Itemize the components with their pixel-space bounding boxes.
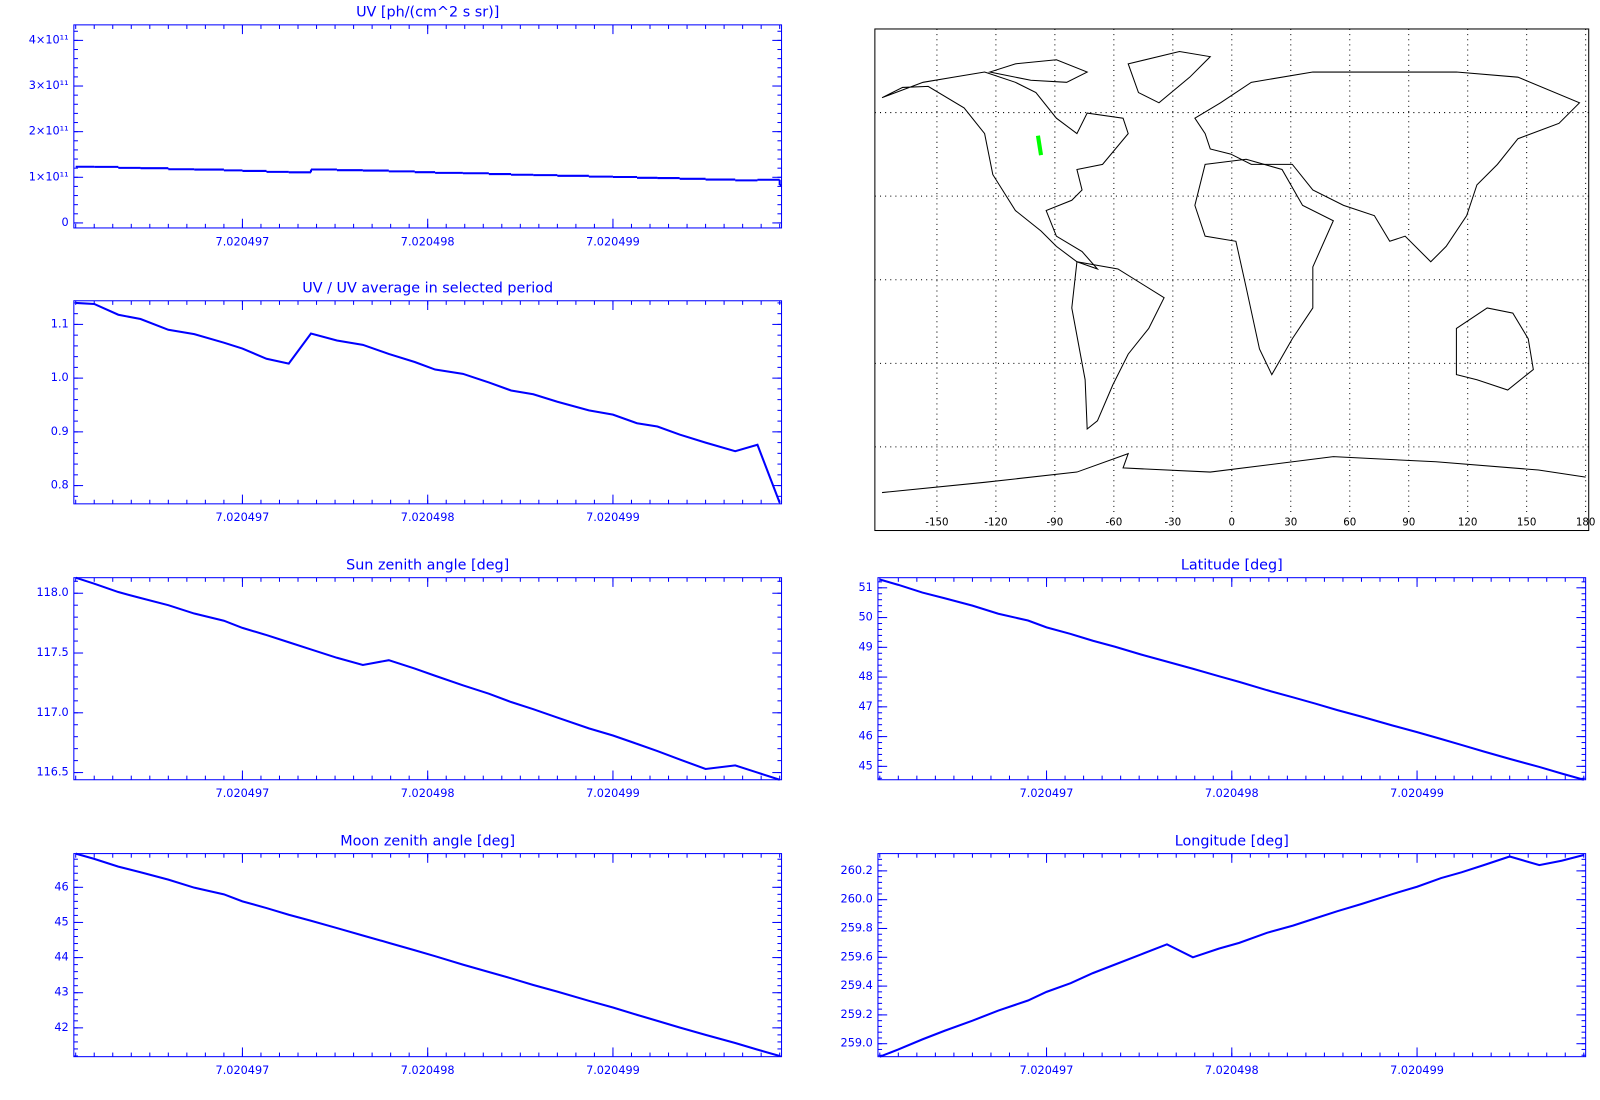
x-tick-label: 7.020499 (1390, 787, 1444, 800)
y-tick-label: 259.4 (841, 979, 873, 992)
africa (1194, 158, 1335, 376)
y-tick-label: 116.5 (36, 766, 68, 779)
y-tick-label: 1×10¹¹ (29, 170, 69, 183)
y-tick-label: 117.0 (36, 706, 68, 719)
y-tick-label: 47 (858, 700, 872, 713)
data-line (75, 852, 780, 1057)
satellite-track (1035, 135, 1044, 156)
data-line (75, 301, 781, 504)
y-tick-label: 46 (54, 880, 68, 893)
eurasia (1194, 71, 1581, 263)
y-tick-label: 117.5 (36, 646, 68, 659)
x-tick-label: 7.020499 (586, 1064, 640, 1077)
chart-title: UV [ph/(cm^2 s sr)] (356, 5, 499, 21)
map-lon-label: -30 (1164, 516, 1181, 528)
chart-title: UV / UV average in selected period (302, 280, 553, 296)
y-tick-label: 259.6 (841, 950, 873, 963)
y-tick-label: 0 (62, 216, 69, 229)
chart-title: Latitude [deg] (1181, 557, 1283, 573)
map-lon-label: 90 (1402, 516, 1415, 528)
y-tick-label: 45 (858, 759, 872, 772)
south-america (1071, 261, 1165, 431)
map-lon-label: 120 (1458, 516, 1478, 528)
x-tick-label: 7.020498 (401, 511, 455, 524)
plot-frame (877, 853, 1587, 1058)
map-lon-label: -90 (1046, 516, 1063, 528)
y-tick-label: 1.0 (51, 371, 69, 384)
coastlines (881, 51, 1586, 494)
map-lon-label: 30 (1284, 516, 1297, 528)
north-america (881, 71, 1129, 271)
y-tick-label: 259.2 (841, 1008, 873, 1021)
x-tick-label: 7.020499 (586, 235, 640, 248)
y-tick-label: 259.0 (841, 1037, 873, 1050)
map-lat-grid (874, 112, 1589, 448)
y-tick-label: 49 (858, 640, 872, 653)
australia (1455, 307, 1534, 391)
data-line (75, 576, 780, 781)
y-tick-label: 43 (54, 986, 68, 999)
x-tick-label: 7.020498 (401, 235, 455, 248)
chart-title: Sun zenith angle [deg] (346, 557, 509, 573)
y-tick-label: 260.2 (841, 864, 873, 877)
x-tick-label: 7.020499 (586, 787, 640, 800)
y-tick-label: 50 (858, 611, 872, 624)
y-tick-label: 0.8 (51, 479, 69, 492)
plot-frame (73, 24, 783, 229)
y-tick-label: 46 (858, 730, 872, 743)
data-line (879, 854, 1585, 1058)
y-tick-label: 48 (858, 670, 872, 683)
x-tick-label: 7.020497 (216, 235, 270, 248)
y-tick-label: 118.0 (36, 586, 68, 599)
x-tick-label: 7.020498 (401, 787, 455, 800)
x-tick-label: 7.020497 (216, 1064, 270, 1077)
y-tick-label: 44 (54, 951, 68, 964)
x-tick-label: 7.020497 (1020, 1064, 1074, 1077)
greenland (1127, 51, 1212, 104)
y-tick-label: 45 (54, 915, 68, 928)
y-tick-label: 0.9 (51, 425, 69, 438)
x-tick-label: 7.020498 (1205, 1064, 1259, 1077)
x-tick-label: 7.020497 (1020, 787, 1074, 800)
y-tick-label: 51 (858, 581, 872, 594)
map-lon-label: 180 (1576, 516, 1596, 528)
x-tick-label: 7.020497 (216, 511, 270, 524)
map-lon-label: -120 (984, 516, 1007, 528)
x-tick-label: 7.020498 (401, 1064, 455, 1077)
x-tick-label: 7.020498 (1205, 787, 1259, 800)
map-lon-label: -150 (925, 516, 948, 528)
map-lon-label: 0 (1229, 516, 1236, 528)
y-tick-label: 2×10¹¹ (29, 125, 69, 138)
y-tick-label: 3×10¹¹ (29, 79, 69, 92)
x-tick-label: 7.020497 (216, 787, 270, 800)
y-tick-label: 42 (54, 1021, 68, 1034)
y-tick-label: 1.1 (51, 317, 69, 330)
map-lon-label: -60 (1105, 516, 1122, 528)
chart-title: Longitude [deg] (1175, 833, 1289, 849)
chart-title: Moon zenith angle [deg] (340, 833, 515, 849)
x-tick-label: 7.020499 (586, 511, 640, 524)
x-tick-label: 7.020499 (1390, 1064, 1444, 1077)
map-lon-label: 60 (1343, 516, 1356, 528)
map-lon-label: 150 (1517, 516, 1537, 528)
y-tick-label: 259.8 (841, 921, 873, 934)
y-tick-label: 260.0 (841, 893, 873, 906)
canadian-islands (987, 59, 1089, 83)
data-line (879, 578, 1585, 781)
antarctica (882, 452, 1586, 494)
y-tick-label: 4×10¹¹ (29, 33, 69, 46)
